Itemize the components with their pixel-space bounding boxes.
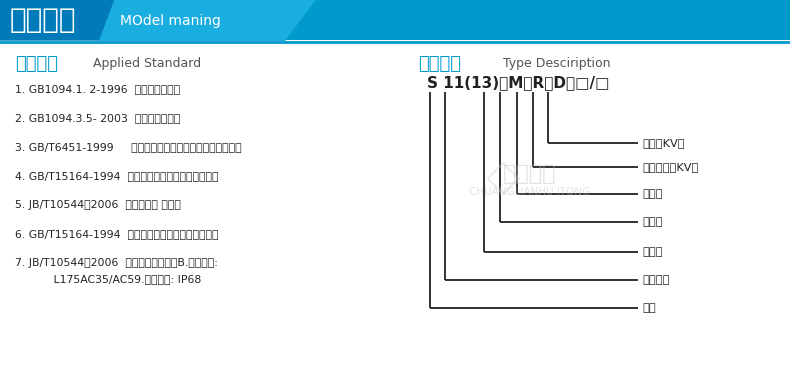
Text: 电压（KV）: 电压（KV） [642, 138, 685, 148]
Text: 7. JB/T10544－2006  《地下式变压器》B.绝缘水平:: 7. JB/T10544－2006 《地下式变压器》B.绝缘水平: [15, 258, 218, 268]
Text: Applied Standard: Applied Standard [93, 57, 201, 71]
Text: 设计序号: 设计序号 [642, 275, 669, 285]
Text: 产品标准: 产品标准 [15, 55, 58, 73]
Polygon shape [100, 0, 315, 40]
Text: ◇: ◇ [486, 155, 520, 198]
Polygon shape [0, 0, 315, 40]
Text: Type Desciription: Type Desciription [503, 57, 611, 71]
Text: 1. GB1094.1. 2-1996  《电力变压器》: 1. GB1094.1. 2-1996 《电力变压器》 [15, 84, 180, 94]
Bar [0, 0, 790, 40]
Text: 6. GB/T15164-1994  《油浸式电力变压器负载导则》: 6. GB/T15164-1994 《油浸式电力变压器负载导则》 [15, 229, 219, 239]
Text: 5. JB/T10544－2006  《地下式变 压器》: 5. JB/T10544－2006 《地下式变 压器》 [15, 200, 181, 210]
Text: 型号说明: 型号说明 [418, 55, 461, 73]
Text: S 11(13)－M－R－D－□/□: S 11(13)－M－R－D－□/□ [427, 76, 610, 90]
Text: 燕断型: 燕断型 [642, 217, 663, 227]
Text: 全密封: 全密封 [642, 247, 663, 257]
Text: 额定容量（KV）: 额定容量（KV） [642, 162, 698, 172]
Text: 4. GB/T15164-1994  《油浸式电力变压器负载导则》: 4. GB/T15164-1994 《油浸式电力变压器负载导则》 [15, 171, 219, 181]
Text: 3. GB/T6451-1999     《三相油浸式变压器技术参数和要求》: 3. GB/T6451-1999 《三相油浸式变压器技术参数和要求》 [15, 142, 242, 152]
Text: 三相: 三相 [642, 303, 656, 313]
Text: CHUANGLIANHU ITONG: CHUANGLIANHU ITONG [469, 187, 591, 197]
Text: 创联汇通: 创联汇通 [503, 164, 557, 184]
Text: 地埋式: 地埋式 [642, 189, 663, 199]
Text: 2. GB1094.3.5- 2003  《电力变压器》: 2. GB1094.3.5- 2003 《电力变压器》 [15, 113, 180, 123]
Text: L175AC35/AC59.防护等级: IP68: L175AC35/AC59.防护等级: IP68 [15, 274, 201, 284]
Text: 型号含义: 型号含义 [10, 6, 77, 34]
Text: MOdel maning: MOdel maning [120, 14, 221, 28]
